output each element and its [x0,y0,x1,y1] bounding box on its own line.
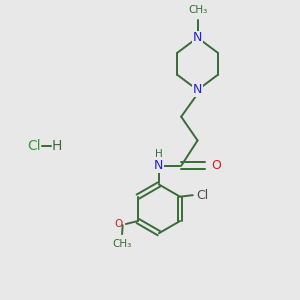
Text: N: N [193,83,202,97]
Text: CH₃: CH₃ [188,5,207,15]
Text: N: N [193,31,202,44]
Text: N: N [154,159,164,172]
Text: Cl: Cl [27,139,41,152]
Text: Cl: Cl [197,189,209,202]
Text: O: O [211,159,221,172]
Text: CH₃: CH₃ [112,239,132,250]
Text: H: H [52,139,62,152]
Text: O: O [115,219,123,229]
Text: H: H [155,149,163,159]
